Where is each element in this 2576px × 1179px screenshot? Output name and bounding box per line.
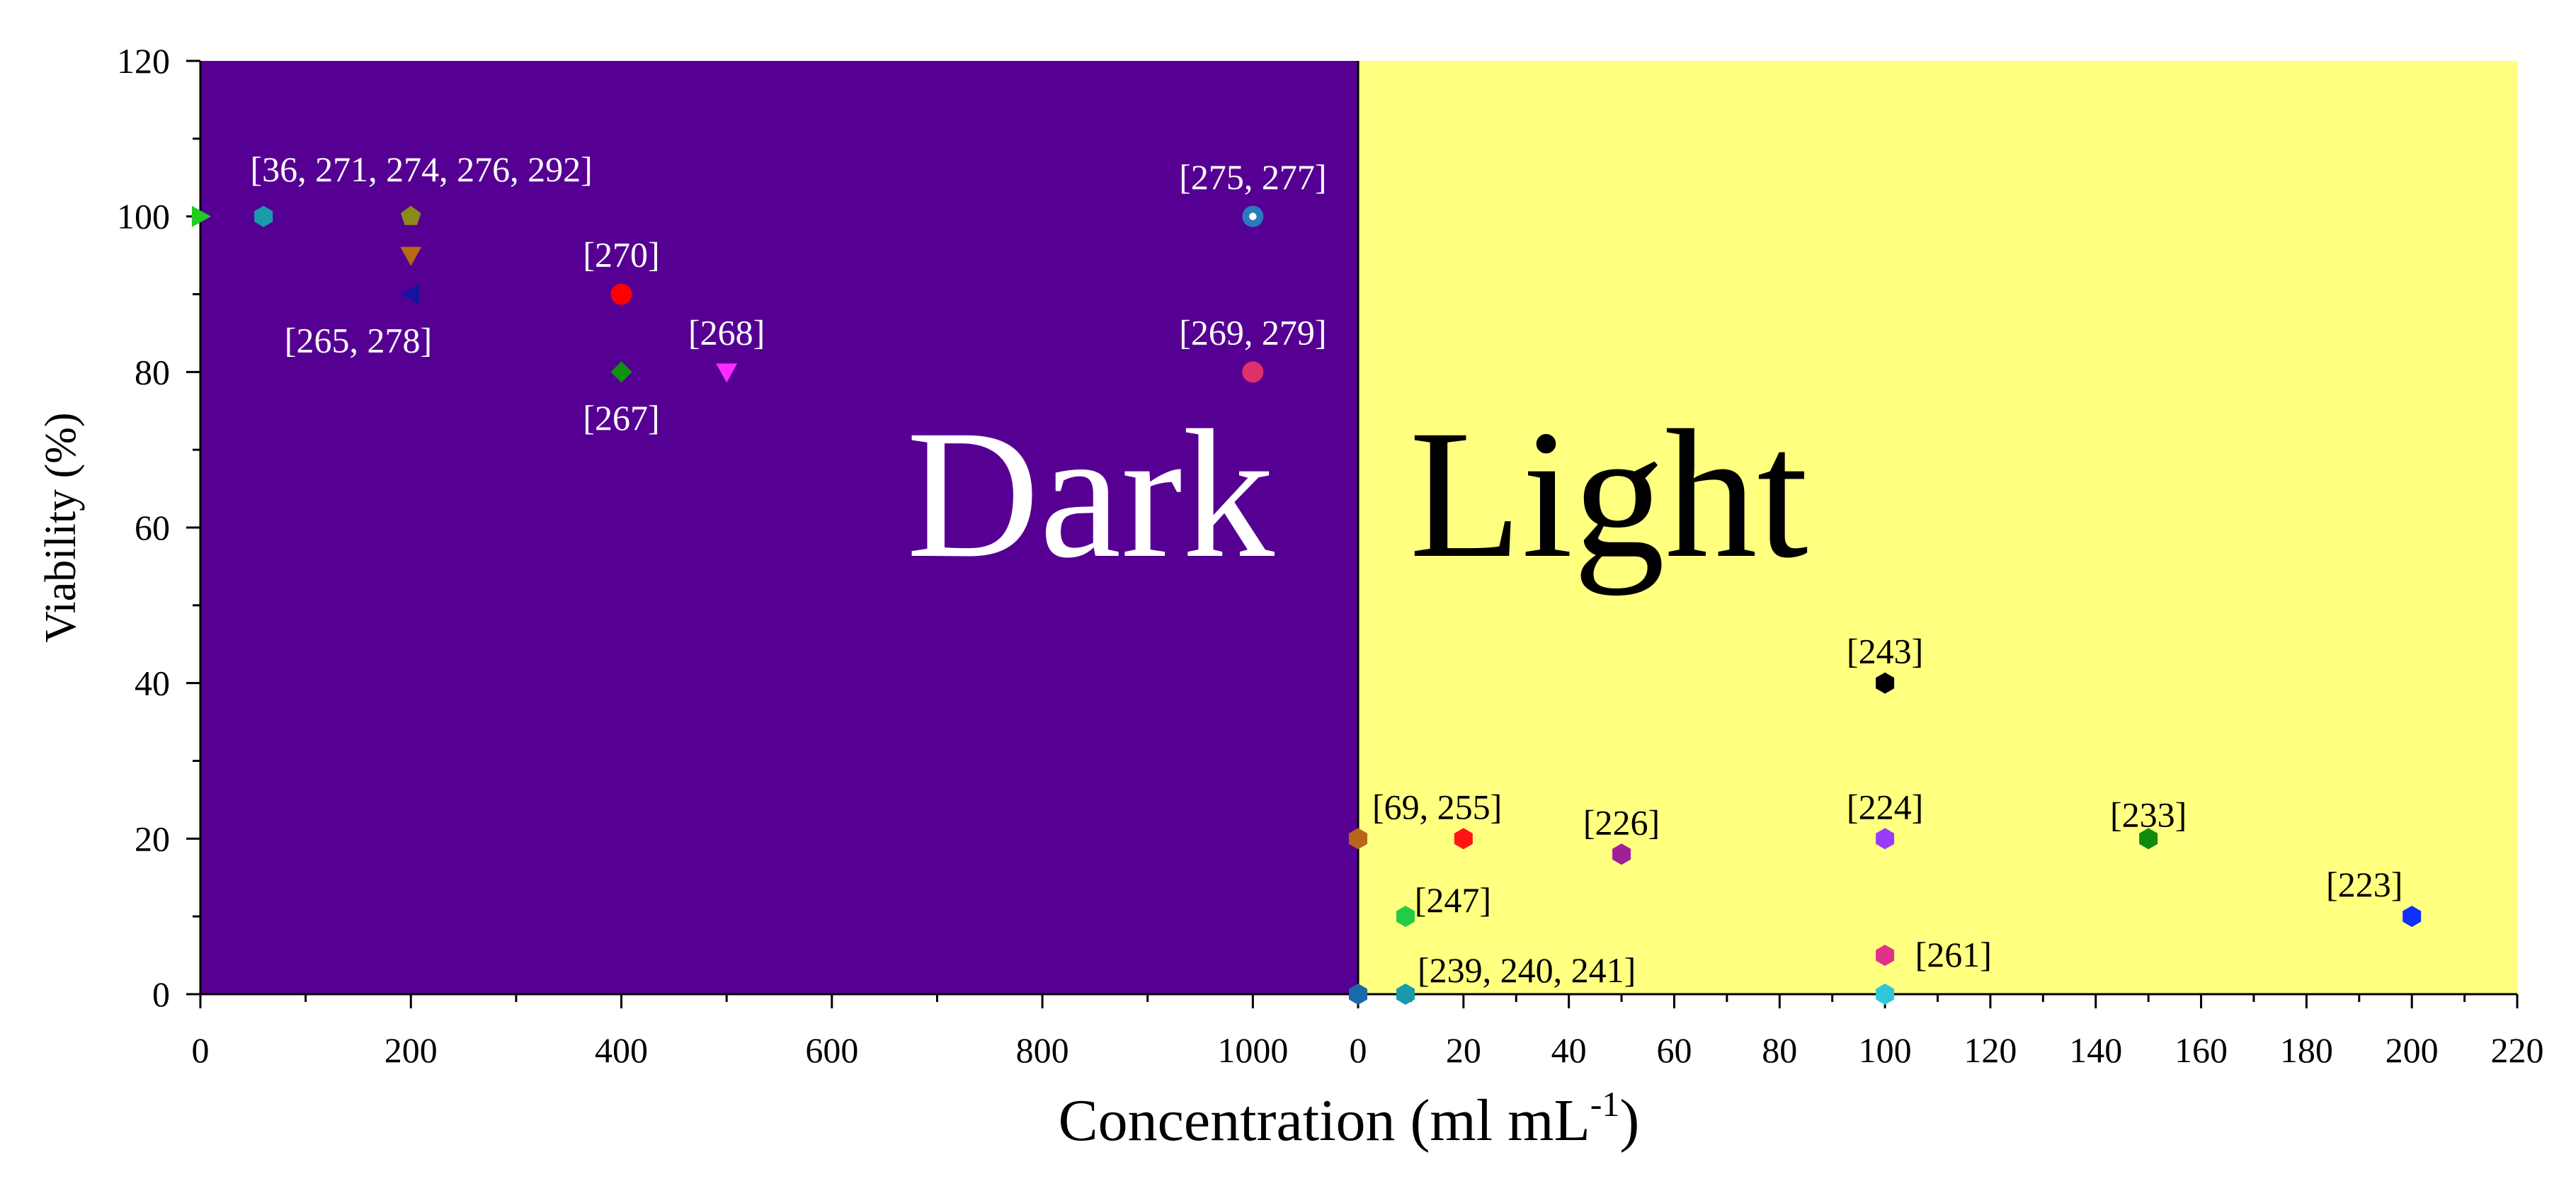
y-tick-label: 60 xyxy=(135,508,170,547)
light-point-12 xyxy=(1876,984,1895,1005)
dark-x-tick-label: 400 xyxy=(595,1030,648,1070)
light-x-tick-label: 0 xyxy=(1350,1030,1367,1070)
light-point-6 xyxy=(2139,828,2158,850)
dark-point-10 xyxy=(1242,361,1264,383)
dark-x-tick-label: 800 xyxy=(1016,1030,1069,1070)
light-annotation-1: [69, 255] xyxy=(1372,787,1502,826)
light-x-tick-label: 40 xyxy=(1551,1030,1587,1070)
dark-x-tick-label: 200 xyxy=(384,1030,438,1070)
light-point-5 xyxy=(1876,828,1895,850)
y-tick-label: 0 xyxy=(152,974,170,1014)
x-axis-label: Concentration (ml mL-1) xyxy=(1059,1084,1640,1154)
light-x-tick-label: 140 xyxy=(2069,1030,2122,1070)
dark-panel-background xyxy=(200,61,1358,994)
x-axis-label-close: ) xyxy=(1619,1088,1639,1154)
dark-annotation-2: [270] xyxy=(583,235,659,275)
dark-point-4 xyxy=(400,246,422,266)
y-axis-label: Viability (%) xyxy=(37,412,85,642)
y-tick-label: 80 xyxy=(135,352,170,392)
light-x-tick-label: 200 xyxy=(2386,1030,2439,1070)
light-point-11 xyxy=(1396,984,1415,1005)
dark-point-7 xyxy=(610,361,632,383)
dark-x-tick-label: 1000 xyxy=(1217,1030,1288,1070)
data-points xyxy=(192,205,2422,1005)
light-point-1 xyxy=(1349,828,1367,850)
y-tick-label: 120 xyxy=(117,41,170,81)
light-point-4 xyxy=(1876,672,1895,694)
light-point-10 xyxy=(1349,984,1367,1005)
light-point-9 xyxy=(1876,945,1895,967)
light-annotation-4: [224] xyxy=(1847,787,1923,826)
dark-panel-label: Dark xyxy=(906,392,1275,596)
dark-x-tick-label: 0 xyxy=(192,1030,210,1070)
dark-annotation-7: [269, 279] xyxy=(1179,312,1326,352)
light-x-tick-label: 100 xyxy=(1859,1030,1912,1070)
light-x-tick-label: 80 xyxy=(1762,1030,1797,1070)
light-panel-background xyxy=(1358,61,2517,994)
dark-point-1 xyxy=(192,205,211,227)
y-tick-label: 100 xyxy=(117,197,170,237)
light-point-3 xyxy=(1612,843,1631,865)
x-axis-label-superscript: -1 xyxy=(1590,1084,1620,1124)
dark-point-6 xyxy=(610,283,632,305)
light-point-7 xyxy=(2403,906,2422,928)
dark-annotation-1: [36, 271, 274, 276, 292] xyxy=(250,149,592,189)
light-x-tick-label: 220 xyxy=(2491,1030,2544,1070)
dark-annotation-3: [265, 278] xyxy=(285,320,432,360)
dark-annotation-6: [275, 277] xyxy=(1179,157,1326,197)
light-x-tick-label: 160 xyxy=(2175,1030,2228,1070)
light-annotation-5: [233] xyxy=(2110,794,2187,834)
light-annotation-8: [261] xyxy=(1915,935,1992,974)
light-x-tick-label: 60 xyxy=(1656,1030,1692,1070)
y-tick-label: 40 xyxy=(135,663,170,703)
light-x-tick-label: 20 xyxy=(1446,1030,1481,1070)
light-annotation-9: [239, 240, 241] xyxy=(1418,950,1636,990)
dark-annotation-4: [268] xyxy=(688,312,765,352)
light-annotation-3: [243] xyxy=(1847,632,1923,671)
dark-point-2 xyxy=(254,205,273,227)
dark-point-9-inner xyxy=(1249,212,1257,220)
dark-point-3 xyxy=(401,205,421,225)
light-annotation-2: [226] xyxy=(1583,802,1660,842)
x-axis-label-main: Concentration (ml mL xyxy=(1059,1088,1590,1154)
dark-annotation-5: [267] xyxy=(583,398,659,438)
dark-x-tick-label: 600 xyxy=(805,1030,858,1070)
light-x-tick-label: 180 xyxy=(2280,1030,2333,1070)
panel-backgrounds xyxy=(200,61,2517,994)
dark-point-9 xyxy=(1242,205,1264,227)
light-x-tick-label: 120 xyxy=(1964,1030,2017,1070)
dark-point-5 xyxy=(400,283,420,305)
light-point-8 xyxy=(1396,906,1415,928)
light-annotation-6: [223] xyxy=(2326,865,2403,904)
light-panel-label: Light xyxy=(1409,392,1808,596)
y-tick-label: 20 xyxy=(135,819,170,858)
light-annotation-7: [247] xyxy=(1415,880,1491,920)
dark-point-8 xyxy=(716,363,738,383)
light-point-2 xyxy=(1454,828,1473,850)
